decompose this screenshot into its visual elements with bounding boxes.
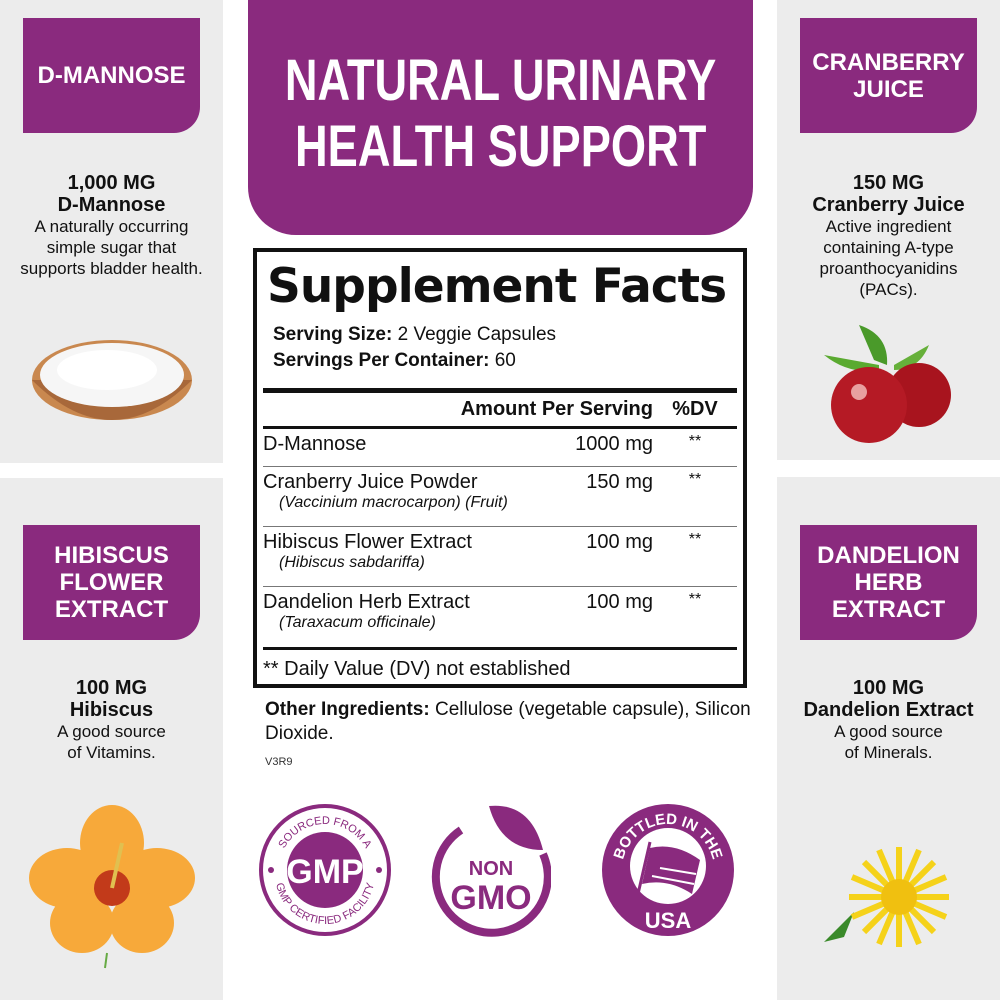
ingredient-description-block: 100 MG Dandelion Extract A good source o…	[777, 678, 1000, 763]
facts-row: D-Mannose 1000 mg **	[263, 429, 737, 467]
ingredient-label: CRANBERRY JUICE	[800, 18, 977, 133]
other-ingredients-label: Other Ingredients:	[265, 699, 430, 720]
panel-dandelion: DANDELION HERB EXTRACT 100 MG Dandelion …	[777, 477, 1000, 1000]
dandelion-flower-image	[777, 842, 1000, 957]
serving-size-label: Serving Size:	[273, 324, 393, 345]
ingredient-name: Hibiscus	[69, 699, 154, 721]
facts-row: Hibiscus Flower Extract 100 mg ** (Hibiscus…	[263, 527, 737, 587]
facts-row: Dandelion Herb Extract 100 mg ** (Taraxacum…	[263, 587, 737, 647]
ingredient-amount: 100 mg	[586, 591, 653, 613]
ingredient-label: DANDELION HERB EXTRACT	[800, 525, 977, 640]
ingredient-description: A good source of Vitamins.	[57, 722, 166, 762]
facts-rows: D-Mannose 1000 mg ** Cranberry Juice Powder…	[263, 429, 737, 647]
servings-value: 60	[489, 350, 516, 371]
ingredient-dv: **	[688, 471, 702, 488]
servings-per-container: Servings Per Container: 60	[263, 348, 737, 374]
dv-header: %DV	[672, 398, 718, 420]
hibiscus-flower-image	[0, 803, 223, 973]
ingredient-description: A naturally occurring simple sugar that …	[20, 217, 203, 278]
panel-cranberry: CRANBERRY JUICE 150 MG Cranberry Juice A…	[777, 0, 1000, 460]
facts-row: Cranberry Juice Powder 150 mg ** (Vaccinium…	[263, 467, 737, 527]
cranberries-image	[777, 320, 1000, 445]
ingredient-dv: **	[688, 433, 702, 450]
ingredient-description: Active ingredient containing A-type proa…	[819, 217, 958, 299]
ingredient-name: Dandelion Extract	[803, 699, 974, 721]
ingredient-amount: 100 mg	[586, 531, 653, 553]
american-flag-icon	[636, 841, 700, 895]
facts-column-headers: Amount Per Serving %DV	[263, 393, 737, 429]
ingredient-scientific-name: (Taraxacum officinale)	[279, 614, 436, 631]
serving-size: Serving Size: 2 Veggie Capsules	[263, 322, 737, 348]
ingredient-name: Cranberry Juice Powder	[263, 471, 478, 493]
non-gmo-line-1: NON	[469, 858, 513, 880]
panel-d-mannose: D-MANNOSE 1,000 MG D-Mannose A naturally…	[0, 0, 223, 463]
amount-header: Amount Per Serving	[460, 398, 653, 420]
version-code: V3R9	[265, 756, 293, 768]
other-ingredients: Other Ingredients: Cellulose (vegetable …	[265, 698, 765, 746]
ingredient-dv: **	[688, 591, 702, 608]
ingredient-name: Cranberry Juice	[812, 194, 965, 216]
facts-title: Supplement Facts	[267, 259, 727, 314]
ingredient-amount: 150 mg	[586, 471, 653, 493]
gmp-badge: SOURCED FROM A GMP CERTIFIED FACILITY GM…	[257, 802, 393, 943]
ingredient-name: Dandelion Herb Extract	[263, 591, 470, 613]
ingredient-scientific-name: (Vaccinium macrocarpon) (Fruit)	[279, 494, 508, 511]
facts-footnote: ** Daily Value (DV) not established	[263, 647, 737, 681]
ingredient-name: D-Mannose	[263, 433, 367, 455]
ingredient-name: Hibiscus Flower Extract	[263, 531, 472, 553]
ingredient-amount: 100 MG	[852, 677, 925, 699]
ingredient-dv: **	[688, 531, 702, 548]
ingredient-description-block: 1,000 MG D-Mannose A naturally occurring…	[0, 173, 223, 279]
panel-hibiscus: HIBISCUS FLOWER EXTRACT 100 MG Hibiscus …	[0, 478, 223, 1000]
supplement-facts-panel: Supplement Facts Serving Size: 2 Veggie …	[253, 248, 747, 688]
ingredient-description: A good source of Minerals.	[834, 722, 943, 762]
bottled-in-usa-badge: BOTTLED IN THE USA	[600, 802, 736, 943]
ingredient-amount: 100 MG	[75, 677, 148, 699]
headline-line-2: HEALTH SUPPORT	[294, 114, 707, 179]
usa-badge-bottom-text: USA	[645, 908, 692, 933]
headline-line-1: NATURAL URINARY	[284, 48, 717, 113]
ingredient-label: D-MANNOSE	[23, 18, 200, 133]
servings-label: Servings Per Container:	[273, 350, 490, 371]
serving-size-value: 2 Veggie Capsules	[392, 324, 557, 345]
ingredient-name: D-Mannose	[57, 194, 166, 216]
ingredient-description-block: 150 MG Cranberry Juice Active ingredient…	[777, 173, 1000, 300]
headline-banner: NATURAL URINARY HEALTH SUPPORT	[248, 0, 753, 235]
gmp-badge-center-text: GMP	[286, 853, 363, 891]
leaf-icon	[489, 805, 543, 850]
non-gmo-badge: NON GMO	[431, 802, 552, 943]
ingredient-amount: 150 MG	[852, 172, 925, 194]
ingredient-amount: 1,000 MG	[67, 172, 156, 194]
ingredient-label: HIBISCUS FLOWER EXTRACT	[23, 525, 200, 640]
other-ingredients-text: Cellulose (vegetable capsule), Silicon D…	[265, 699, 751, 744]
non-gmo-line-2: GMO	[450, 879, 531, 917]
divider	[263, 388, 737, 393]
powder-bowl-image	[0, 330, 223, 430]
ingredient-description-block: 100 MG Hibiscus A good source of Vitamin…	[0, 678, 223, 763]
ingredient-scientific-name: (Hibiscus sabdariffa)	[279, 554, 425, 571]
ingredient-amount: 1000 mg	[575, 433, 653, 455]
